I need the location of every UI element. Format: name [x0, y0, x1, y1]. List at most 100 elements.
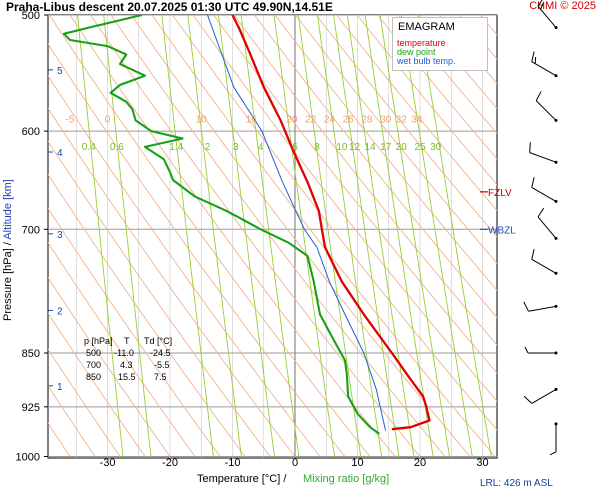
wind-barb-shaft [535, 100, 557, 121]
dry-adiabat-line [48, 276, 171, 457]
altitude-tick-label: 1 [57, 382, 63, 393]
mixing-ratio-line [317, 15, 383, 457]
table-header-row: p [hPa] T Td [°C] [78, 336, 182, 348]
dry-adiabat-label: 0 [105, 115, 111, 126]
dry-adiabat-line [48, 385, 96, 457]
mixing-ratio-label: 0.6 [110, 142, 124, 153]
dry-adiabat-label: 30 [380, 115, 392, 126]
dry-adiabat-line [356, 15, 497, 186]
dry-adiabat-line [48, 75, 321, 457]
y-tick-label: 700 [22, 224, 40, 236]
mixing-ratio-line [187, 15, 242, 457]
table-cell: 7.5 [154, 372, 167, 382]
dry-adiabat-line [48, 43, 346, 457]
dry-adiabat-line [48, 107, 296, 457]
y-axis-separator: / [2, 239, 14, 249]
wind-barb-flag [531, 248, 535, 260]
wind-barb-shaft [537, 216, 557, 239]
table-header-cell: p [hPa] [84, 336, 113, 346]
x-axis-mixing-ratio-label: Mixing ratio [g/kg] [303, 473, 390, 485]
wind-barb-flag [523, 301, 529, 312]
dry-adiabat-line [151, 15, 496, 457]
x-tick-label: -10 [225, 457, 241, 469]
mixing-ratio-label: 20 [396, 142, 408, 153]
chart-title: Praha-Libus descent 20.07.2025 01:30 UTC… [6, 0, 333, 14]
wind-barb-shaft [531, 388, 557, 404]
dry-adiabat-line [274, 15, 497, 291]
dry-adiabat-label: 10 [196, 115, 208, 126]
level-marker-label: WBZL [488, 225, 516, 236]
dry-adiabat-label: 28 [361, 115, 373, 126]
x-axis-temperature-label: Temperature [°C] / [197, 473, 287, 485]
x-tick-label: -30 [100, 457, 116, 469]
mixing-ratio-label: 3 [233, 142, 239, 153]
dry-adiabat-line [233, 15, 497, 346]
legend-title: EMAGRAM [398, 21, 455, 33]
legend-item-dewpoint: dew point [397, 47, 436, 57]
wind-barb-flag [531, 51, 535, 62]
dry-adiabat-line [336, 15, 497, 212]
series-layer [62, 15, 431, 435]
dry-adiabat-line [90, 15, 421, 457]
table-header-cell: Td [°C] [144, 336, 173, 346]
y-axis-pressure-label: Pressure [hPa] [2, 248, 14, 321]
table-row: 700 4.3 -5.5 [78, 360, 182, 372]
dry-adiabat-line [110, 15, 446, 457]
dry-adiabat-label: -5 [66, 115, 75, 126]
y-tick-label: 500 [22, 10, 40, 22]
wind-barb [531, 248, 558, 275]
y-tick-label: 850 [22, 348, 40, 360]
wind-barb-flag [535, 91, 542, 101]
y-axis-altitude-label: Altitude [km] [2, 179, 14, 240]
mixing-ratio-label: 0.4 [82, 142, 96, 153]
table-cell: 700 [86, 360, 102, 370]
dry-adiabat-line [192, 15, 497, 402]
dry-adiabat-label: 22 [305, 115, 317, 126]
dry-adiabat-line [377, 15, 497, 160]
y-tick-label: 600 [22, 126, 40, 138]
mixing-ratio-label: 30 [430, 142, 442, 153]
x-tick-label: 10 [351, 457, 363, 469]
wind-barb [531, 51, 558, 78]
dry-adiabat-line [48, 173, 246, 457]
y-tick-label: 925 [22, 402, 40, 414]
x-tick-label: 20 [414, 457, 426, 469]
dry-adiabat-line [295, 15, 497, 264]
mixing-ratio-label: 1.4 [169, 142, 183, 153]
legend-item-wetbulb: wet bulb temp. [397, 56, 456, 66]
x-tick-label: 30 [476, 457, 488, 469]
dry-adiabat-line [254, 15, 497, 319]
mixing-ratio-line [346, 15, 415, 457]
wind-barb-flag [540, 2, 544, 10]
table-header-cell: T [124, 336, 130, 346]
altitude-tick-label: 4 [57, 148, 63, 159]
wind-barb [531, 177, 558, 203]
credit-label[interactable]: CHMI © 2025 [529, 0, 596, 12]
mixing-ratio-label: 6 [292, 142, 298, 153]
x-tick-label: -20 [162, 457, 178, 469]
y-tick-label: 1000 [16, 451, 40, 463]
dry-adiabat-line [49, 15, 371, 457]
dry-adiabat-label: 24 [324, 115, 336, 126]
mixing-ratio-label: 4 [258, 142, 264, 153]
dry-adiabat-line [48, 207, 221, 457]
mixing-ratio-label: 25 [414, 142, 426, 153]
mixing-ratio-line [77, 15, 124, 457]
table-cell: 500 [86, 348, 102, 358]
dry-adiabat-line [48, 348, 121, 457]
mixing-ratio-line [240, 15, 300, 457]
altitude-tick-label: 3 [57, 230, 63, 241]
table-cell: -24.5 [150, 348, 171, 358]
dry-adiabat-label: 32 [396, 115, 408, 126]
wind-barb [537, 207, 558, 240]
mixing-ratio-label: 17 [380, 142, 392, 153]
plot-area [47, 14, 498, 459]
wind-barb-flag [537, 207, 545, 218]
dry-adiabat-line [48, 140, 271, 457]
wind-barb [523, 387, 558, 404]
y-axis-label: Pressure [hPa] / Altitude [km] [2, 179, 14, 321]
station-values-table: p [hPa] T Td [°C] 500 -11.0 -24.5 700 4.… [78, 336, 182, 384]
mixing-ratio-line [297, 15, 362, 457]
